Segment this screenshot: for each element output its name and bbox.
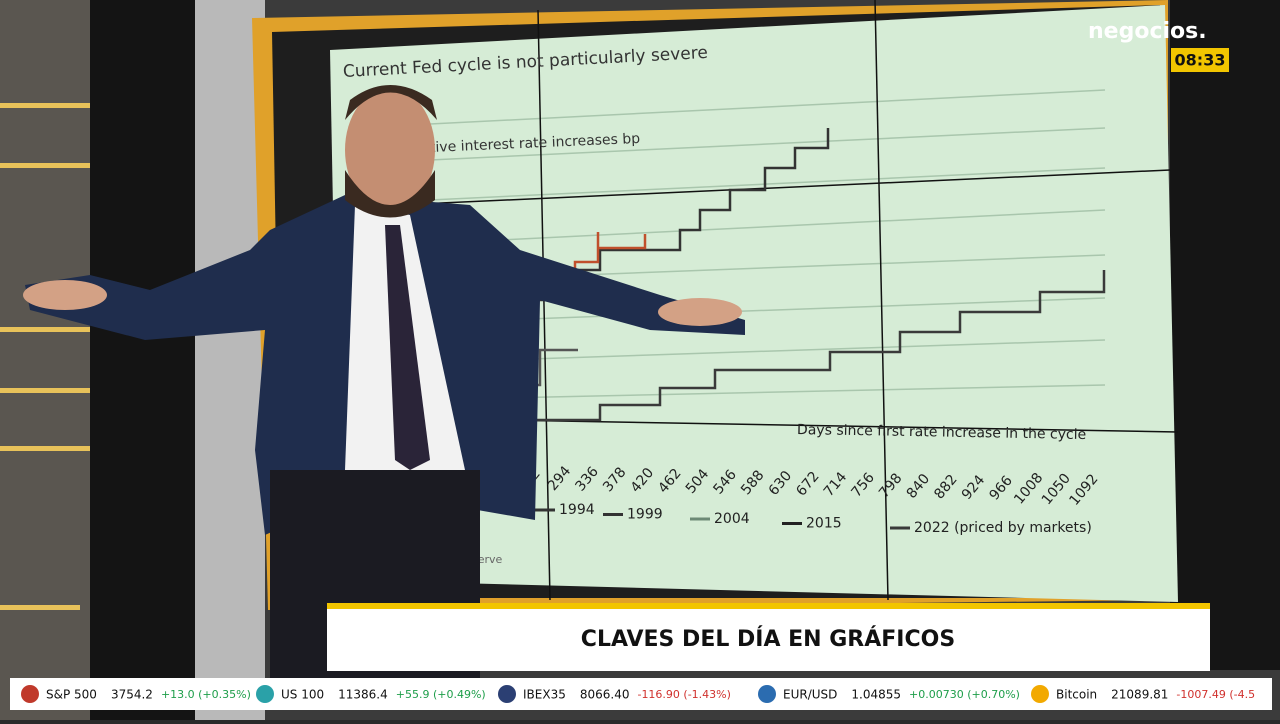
ticker-change: -1007.49 (-4.5 <box>1176 688 1255 701</box>
banner-accent <box>327 603 1210 609</box>
ticker-icon <box>256 685 274 703</box>
ticker: S&P 500 3754.2 +13.0 (+0.35%) US 100 11386.4… <box>21 685 1255 703</box>
ticker-name: S&P 500 <box>46 688 97 702</box>
ticker-icon <box>758 685 776 703</box>
ticker-price: 21089.81 <box>1111 688 1168 702</box>
ticker-name: Bitcoin <box>1056 688 1097 702</box>
ticker-icon <box>21 685 39 703</box>
banner <box>327 609 1210 671</box>
legend-label: 2004 <box>714 511 750 527</box>
ticker-price: 8066.40 <box>580 688 630 702</box>
banner-title: CLAVES DEL DÍA EN GRÁFICOS <box>581 626 955 652</box>
ticker-name: US 100 <box>281 688 324 702</box>
legend-label: 2015 <box>806 516 842 532</box>
ticker-bar <box>10 678 1272 710</box>
ticker-price: 1.04855 <box>851 688 901 702</box>
legend-label: 2022 (priced by markets) <box>914 520 1092 536</box>
channel-logo: negocios. <box>1088 19 1207 44</box>
legend-label: 1994 <box>559 502 595 518</box>
clock: 08:33 <box>1175 51 1226 70</box>
presenter <box>23 85 745 680</box>
ticker-change: +55.9 (+0.49%) <box>396 688 486 701</box>
ticker-price: 3754.2 <box>111 688 153 702</box>
ticker-name: EUR/USD <box>783 688 837 702</box>
ticker-change: +0.00730 (+0.70%) <box>909 688 1020 701</box>
screen-edge <box>1170 0 1280 670</box>
studio-wall-light <box>195 0 265 720</box>
legend-label: 1999 <box>627 507 663 523</box>
legend: 1994 1999 2004 2015 2022 (priced by markets) <box>535 502 1092 536</box>
wall-lights <box>0 103 122 610</box>
ticker-icon <box>1031 685 1049 703</box>
ticker-name: IBEX35 <box>523 688 566 702</box>
ticker-icon <box>498 685 516 703</box>
ticker-change: +13.0 (+0.35%) <box>161 688 251 701</box>
x-axis-label: Days since first rate increase in the cy… <box>797 422 1086 443</box>
ticker-change: -116.90 (-1.43%) <box>637 688 730 701</box>
ticker-price: 11386.4 <box>338 688 388 702</box>
pillar <box>90 0 195 720</box>
clock-box <box>1171 48 1229 72</box>
